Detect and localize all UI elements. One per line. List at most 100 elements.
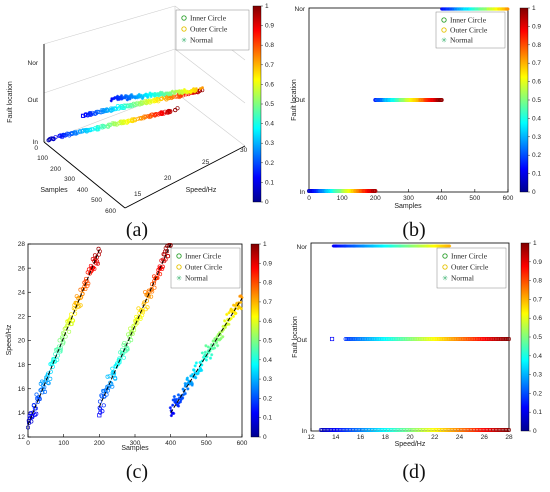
colorbar-tick-label: 0.5 xyxy=(263,338,272,345)
data-point-outer xyxy=(417,336,422,342)
colorbar-b xyxy=(519,7,529,193)
data-point-normal xyxy=(158,91,163,95)
legend-c-inner-label: Inner Circle xyxy=(185,252,222,261)
data-point-normal xyxy=(192,90,196,94)
data-point-outer xyxy=(472,336,477,342)
data-point-normal xyxy=(198,86,202,91)
panel-a-xtick: 200 xyxy=(50,166,61,173)
data-point-outer xyxy=(105,388,110,393)
legend-d-inner-marker xyxy=(442,253,448,259)
colorbar-tick-label: 0 xyxy=(533,428,537,435)
data-point-inner xyxy=(490,427,496,433)
data-point-inner xyxy=(75,300,80,305)
data-point-outer xyxy=(487,336,493,342)
colorbar-tick-label: 0.7 xyxy=(532,60,541,67)
data-point-normal xyxy=(219,336,223,341)
data-point-outer xyxy=(468,336,474,342)
data-point-inner xyxy=(404,427,409,433)
data-point-inner xyxy=(352,427,357,433)
data-point-inner xyxy=(483,427,488,433)
data-point-outer xyxy=(461,336,466,342)
data-point-inner xyxy=(58,349,63,354)
data-point-outer xyxy=(408,336,413,342)
data-point-inner xyxy=(374,427,379,433)
data-point-outer xyxy=(110,384,115,389)
data-point-outer xyxy=(477,336,482,342)
data-point-outer xyxy=(471,336,476,342)
data-point-outer xyxy=(452,336,457,342)
data-point-outer xyxy=(163,257,168,262)
data-point-outer xyxy=(386,336,391,342)
data-point-outer xyxy=(415,336,420,342)
data-point-inner xyxy=(438,427,443,433)
data-point-outer xyxy=(419,336,424,342)
data-point-outer xyxy=(498,336,503,342)
data-point-outer xyxy=(371,336,376,342)
data-point-inner xyxy=(432,427,437,433)
data-point-normal xyxy=(162,93,166,97)
legend-b-normal-label: Normal xyxy=(450,36,473,45)
colorbar-tick-label: 0.1 xyxy=(533,409,542,416)
data-point-inner xyxy=(388,427,393,433)
legend-c-inner-marker xyxy=(176,253,182,259)
data-point-outer xyxy=(98,407,103,412)
data-point-inner xyxy=(141,116,146,121)
data-point-inner xyxy=(416,427,421,433)
panel-b: 0 100 200 300 400 500 600 In Out Nor Samples F… xyxy=(291,5,541,210)
data-point-inner xyxy=(489,427,494,433)
data-point-outer xyxy=(458,336,463,342)
panel-a-zlabel: Fault location xyxy=(7,81,14,123)
colorbar-tick-label: 0.6 xyxy=(532,79,541,86)
data-point-inner xyxy=(455,427,461,433)
data-point-outer xyxy=(361,336,366,342)
data-point-normal xyxy=(193,371,197,375)
data-point-outer xyxy=(343,336,348,342)
data-point-normal xyxy=(198,360,202,365)
data-point-inner xyxy=(95,259,100,264)
data-point-outer xyxy=(168,243,173,248)
data-point-outer xyxy=(479,336,484,342)
data-point-outer xyxy=(362,336,367,342)
data-point-normal xyxy=(119,94,124,98)
data-point-inner xyxy=(482,427,487,433)
data-point-normal xyxy=(232,309,236,314)
data-point-inner xyxy=(342,427,347,433)
data-point-outer xyxy=(351,336,356,342)
data-point-normal xyxy=(169,413,173,418)
colorbar-tick-label: 0.2 xyxy=(263,395,272,402)
data-point-inner xyxy=(34,411,39,416)
data-point-inner xyxy=(45,380,50,385)
data-point-outer xyxy=(456,336,461,342)
data-point-outer xyxy=(404,336,409,342)
data-point-inner xyxy=(418,427,423,433)
data-point-inner xyxy=(375,427,380,433)
data-point-normal xyxy=(169,92,173,96)
legend-a-inner-label: Inner Circle xyxy=(190,14,227,23)
data-point-normal xyxy=(136,96,140,100)
colorbar-tick-label: 0.1 xyxy=(265,179,274,186)
data-point-inner xyxy=(403,427,408,433)
data-point-inner xyxy=(318,427,323,433)
colorbar-tick-label: 0.6 xyxy=(263,318,272,325)
data-point-inner xyxy=(485,427,490,433)
data-point-normal xyxy=(149,94,153,99)
panel-d-ylabel: Fault location xyxy=(292,316,299,358)
data-point-normal xyxy=(195,372,199,376)
panel-a-ytick: 15 xyxy=(134,191,142,198)
panel-d: 12 14 16 18 20 22 24 26 28 In Out Nor Speed/Hz F… xyxy=(292,240,542,448)
data-point-outer xyxy=(134,102,140,107)
fit-line xyxy=(170,298,243,414)
data-point-normal xyxy=(227,318,232,322)
data-point-outer xyxy=(500,336,505,342)
data-point-inner xyxy=(114,122,119,127)
data-point-normal xyxy=(177,90,181,94)
colorbar-tick-label: 1 xyxy=(533,240,537,247)
data-point-inner xyxy=(397,427,402,433)
data-point-normal xyxy=(209,346,213,350)
legend-b-inner-label: Inner Circle xyxy=(450,16,487,25)
data-point-normal xyxy=(218,331,222,335)
colorbar-tick-label: 0.3 xyxy=(263,376,272,383)
colorbar-tick-label: 0.3 xyxy=(265,140,274,147)
data-point-normal xyxy=(236,304,241,308)
data-point-outer xyxy=(375,336,380,342)
